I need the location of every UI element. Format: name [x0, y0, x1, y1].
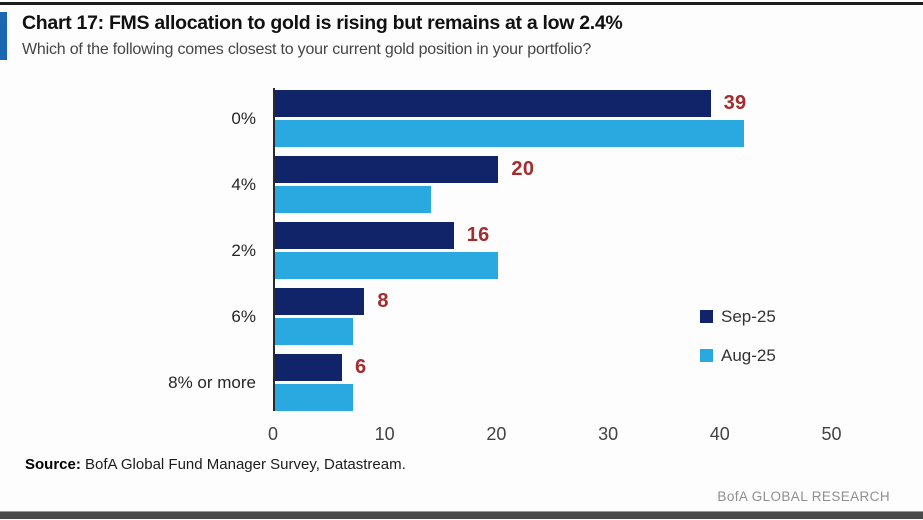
legend-label: Aug-25 — [721, 345, 776, 365]
bar-sep-25 — [275, 288, 365, 315]
bar-sep-25 — [275, 354, 343, 381]
x-tick-label: 30 — [598, 424, 619, 444]
plot-area: Sep-25 Aug-25 39 20 16 8 6 — [273, 88, 887, 411]
x-tick-label: 40 — [709, 424, 730, 444]
legend-swatch — [700, 310, 713, 323]
data-label: 16 — [466, 224, 490, 246]
category-label: 0% — [231, 109, 256, 128]
category-label: 6% — [231, 307, 256, 326]
source-label: Source: — [25, 456, 81, 473]
bar-aug-25 — [275, 252, 499, 279]
data-label: 8 — [377, 290, 389, 312]
category-label: 4% — [231, 175, 256, 194]
bar-aug-25 — [275, 120, 745, 147]
bar-sep-25 — [275, 90, 711, 117]
data-label: 6 — [355, 356, 367, 378]
top-rule — [0, 2, 923, 5]
title-accent-bar — [0, 12, 7, 60]
source-line: Source: BofA Global Fund Manager Survey,… — [25, 456, 406, 473]
source-text: BofA Global Fund Manager Survey, Datastr… — [80, 456, 406, 473]
legend: Sep-25 Aug-25 — [700, 306, 776, 366]
data-label: 20 — [511, 158, 535, 180]
x-tick-label: 10 — [374, 424, 395, 444]
bar-aug-25 — [275, 384, 354, 411]
legend-item: Sep-25 — [700, 306, 776, 327]
category-label: 2% — [231, 241, 256, 260]
bar-aug-25 — [275, 186, 432, 213]
legend-label: Sep-25 — [721, 306, 776, 326]
bar-sep-25 — [275, 222, 454, 249]
x-tick-label: 20 — [486, 424, 507, 444]
data-label: 39 — [723, 92, 747, 114]
x-axis: 0 10 20 30 40 50 — [268, 424, 885, 446]
brand-footer: BofA GLOBAL RESEARCH — [717, 489, 890, 504]
x-tick-label: 50 — [821, 424, 842, 444]
bottom-rule — [0, 511, 923, 519]
chart-title: Chart 17: FMS allocation to gold is risi… — [22, 12, 623, 34]
bar-sep-25 — [275, 156, 499, 183]
category-label: 8% or more — [168, 373, 256, 392]
bar-aug-25 — [275, 318, 354, 345]
legend-item: Aug-25 — [700, 345, 776, 366]
category-labels: 0% 4% 2% 6% 8% or more — [0, 88, 256, 411]
legend-swatch — [700, 349, 713, 362]
chart-subtitle: Which of the following comes closest to … — [22, 41, 592, 58]
x-tick-label: 0 — [267, 424, 279, 444]
